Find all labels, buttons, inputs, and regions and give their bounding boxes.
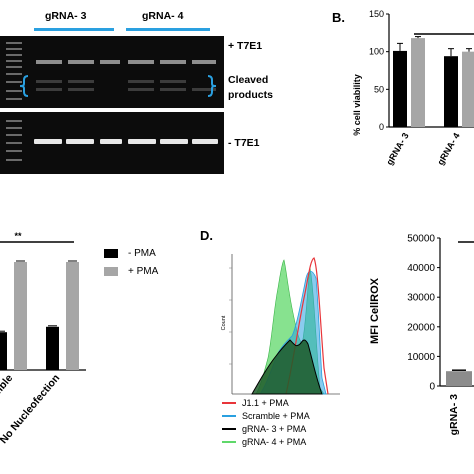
legend-line	[222, 428, 236, 430]
legend-label: + PMA	[128, 266, 159, 277]
panel-d-legend-grna4: gRNA- 4 + PMA	[222, 437, 306, 447]
lane-group-label-grna3: gRNA- 3	[45, 10, 87, 22]
hist-ylabel: Count	[221, 315, 227, 330]
panel-d-cat-1: gRNA- 3	[448, 394, 460, 436]
panel-b-chart: % cell viability 0 50 100 150 gRNA- 3 gRNA- …	[352, 9, 474, 167]
panel-b-ytick-label: 100	[369, 47, 384, 57]
legend-label: - PMA	[128, 248, 156, 259]
panel-b-category-label: gRNA- 3	[384, 131, 410, 167]
panel-d-ytick-label: 20000	[407, 322, 435, 333]
panel-b-ytick-label: 150	[369, 9, 384, 19]
panel-d-histogram: Count	[221, 254, 340, 395]
gel-top	[0, 36, 224, 108]
label-products: products	[228, 89, 273, 101]
legend-label: gRNA- 4 + PMA	[242, 437, 307, 447]
panel-d-ytick-label: 0	[429, 382, 435, 393]
panel-d-ytick-label: 50000	[407, 234, 435, 245]
bracket-right	[207, 75, 217, 97]
panel-b-bar	[462, 51, 474, 127]
panel-b-ytick-label: 0	[379, 122, 384, 132]
gel-bottom-bands	[6, 120, 218, 161]
panel-d-bar	[446, 371, 472, 386]
label-cleaved: Cleaved	[228, 74, 269, 86]
bracket-left	[19, 75, 29, 97]
panel-b-letter: B.	[332, 10, 345, 25]
legend-label: Scramble + PMA	[242, 411, 310, 421]
panel-d-ylabel: MFI CellROX	[369, 277, 381, 344]
panel-b-ytick-label: 50	[374, 84, 384, 94]
panel-c-cat-1: mble	[0, 372, 15, 399]
panel-d-legend-grna3: gRNA- 3 + PMA	[222, 424, 306, 434]
panel-d-ytick-label: 40000	[407, 263, 435, 274]
legend-swatch	[104, 249, 118, 258]
lane-group-line-grna3	[34, 28, 114, 31]
panel-c-bar	[0, 332, 7, 370]
lane-group-label-grna4: gRNA- 4	[142, 10, 184, 22]
panel-b-bar	[444, 56, 458, 127]
panel-c-legend-item-minus-pma: - PMA	[104, 248, 156, 259]
gel-bottom	[0, 112, 224, 174]
panel-d-bar-chart: MFI CellROX 0 10000 20000 30000 40000 50000 g…	[369, 234, 474, 436]
panel-d-letter: D.	[200, 228, 213, 243]
panel-b-ylabel: % cell viability	[352, 74, 362, 136]
panel-b-bar	[393, 50, 407, 128]
panel-c-bar	[66, 262, 79, 370]
hist-grna3	[251, 339, 323, 395]
panel-c-bar	[14, 262, 27, 370]
panel-d-legend-j11: J1.1 + PMA	[222, 398, 289, 408]
panel-b-bar	[411, 38, 425, 127]
legend-label: J1.1 + PMA	[242, 398, 289, 408]
lane-group-line-grna4	[126, 28, 210, 31]
panel-c-bar	[46, 326, 59, 370]
legend-label: gRNA- 3 + PMA	[242, 424, 307, 434]
panel-b-category-label: gRNA- 4	[435, 131, 461, 167]
label-plus-t7e1: + T7E1	[228, 40, 263, 52]
legend-line	[222, 402, 236, 404]
panel-d-legend-scramble: Scramble + PMA	[222, 411, 310, 421]
legend-swatch	[104, 267, 118, 276]
label-minus-t7e1: - T7E1	[228, 137, 260, 149]
panel-d-ytick-label: 10000	[407, 352, 435, 363]
panel-c-legend-item-plus-pma: + PMA	[104, 266, 158, 277]
legend-line	[222, 415, 236, 417]
panel-c-chart: ** mble No Nucleofection	[0, 231, 86, 446]
legend-line	[222, 441, 236, 443]
panel-c-significance: **	[14, 231, 22, 241]
gel-top-bands	[6, 42, 217, 100]
panel-d-ytick-label: 30000	[407, 293, 435, 304]
